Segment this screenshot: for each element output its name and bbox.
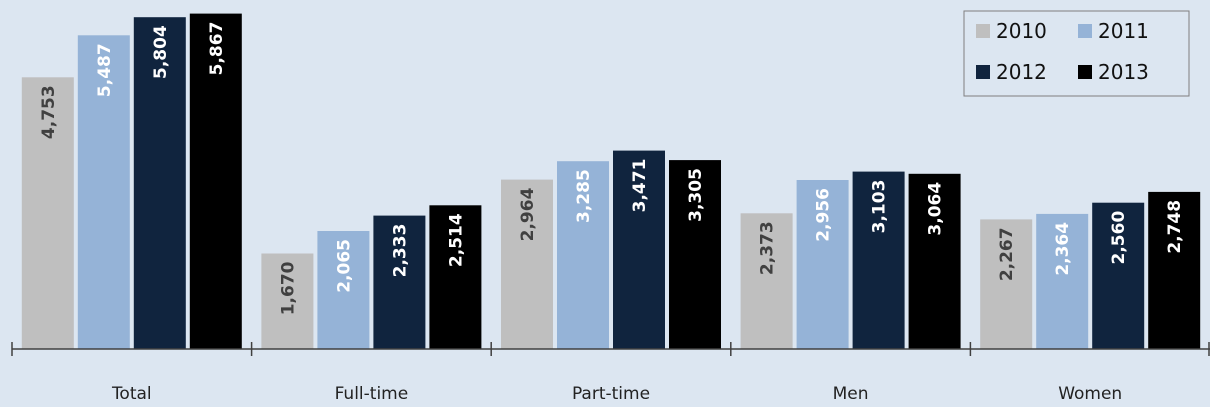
bar-total-2013 bbox=[189, 13, 242, 349]
value-label: 1,670 bbox=[278, 261, 298, 315]
value-label: 2,956 bbox=[814, 188, 834, 242]
value-label: 5,867 bbox=[207, 22, 227, 76]
bar-women-2013 bbox=[1148, 191, 1201, 349]
bar-part-time-2013 bbox=[669, 160, 721, 349]
legend-label-2011: 2011 bbox=[1098, 19, 1149, 43]
value-label: 2,333 bbox=[390, 224, 410, 278]
legend-label-2010: 2010 bbox=[996, 19, 1047, 43]
bars-group bbox=[21, 13, 1201, 350]
bar-men-2012 bbox=[852, 171, 905, 349]
category-label: Part-time bbox=[572, 384, 650, 404]
bar-full-time-2011 bbox=[317, 231, 370, 349]
value-label: 2,267 bbox=[997, 227, 1017, 281]
bar-full-time-2010 bbox=[261, 253, 314, 349]
value-label: 2,514 bbox=[446, 213, 466, 267]
legend-swatch-2012 bbox=[976, 65, 990, 79]
bar-men-2010 bbox=[740, 213, 793, 349]
value-label: 5,804 bbox=[151, 25, 171, 79]
category-label: Total bbox=[111, 384, 152, 404]
value-label: 2,065 bbox=[334, 239, 354, 293]
value-label: 3,064 bbox=[926, 182, 946, 236]
category-label: Full-time bbox=[335, 384, 409, 404]
category-labels-group: Total Full-time Part-time Men Women bbox=[111, 384, 1122, 404]
value-label: 2,964 bbox=[518, 187, 538, 241]
bar-women-2010 bbox=[980, 219, 1033, 349]
bar-total-2010 bbox=[21, 77, 74, 350]
bar-men-2011 bbox=[796, 180, 849, 349]
bar-men-2013 bbox=[908, 173, 961, 349]
legend: 2010 2011 2012 2013 bbox=[963, 10, 1190, 97]
legend-label-2013: 2013 bbox=[1098, 60, 1149, 84]
value-label: 3,471 bbox=[630, 159, 650, 213]
bar-part-time-2011 bbox=[557, 161, 609, 349]
value-label: 2,748 bbox=[1165, 200, 1185, 254]
bar-part-time-2010 bbox=[501, 179, 553, 349]
bar-full-time-2013 bbox=[429, 205, 482, 349]
value-labels-group: 4,753 5,487 5,804 5,867 1,670 2,065 2,333 2,514… bbox=[39, 22, 1185, 316]
legend-swatch-2013 bbox=[1078, 65, 1092, 79]
x-axis bbox=[11, 342, 1210, 356]
legend-swatch-2011 bbox=[1078, 24, 1092, 38]
value-label: 3,285 bbox=[574, 169, 594, 223]
bar-full-time-2012 bbox=[373, 215, 426, 349]
value-label: 3,103 bbox=[870, 180, 890, 234]
category-label: Men bbox=[833, 384, 869, 404]
value-label: 2,373 bbox=[758, 221, 778, 275]
legend-label-2012: 2012 bbox=[996, 60, 1047, 84]
value-label: 2,560 bbox=[1109, 211, 1129, 265]
value-label: 4,753 bbox=[39, 85, 59, 139]
bar-part-time-2012 bbox=[613, 150, 665, 349]
value-label: 2,364 bbox=[1053, 222, 1073, 276]
legend-swatch-2010 bbox=[976, 24, 990, 38]
value-label: 5,487 bbox=[95, 43, 115, 97]
bar-total-2011 bbox=[77, 35, 130, 350]
bar-total-2012 bbox=[133, 17, 186, 349]
category-label: Women bbox=[1058, 384, 1122, 404]
value-label: 3,305 bbox=[686, 168, 706, 222]
bar-women-2012 bbox=[1092, 202, 1145, 349]
legend-box bbox=[963, 10, 1190, 97]
bar-women-2011 bbox=[1036, 213, 1089, 349]
